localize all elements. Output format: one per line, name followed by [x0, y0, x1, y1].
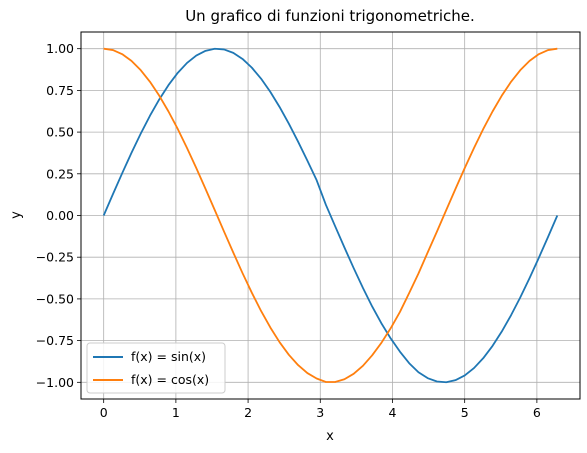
plot-lines: [102, 47, 559, 384]
y-tick-label: −0.25: [36, 250, 74, 265]
legend: f(x) = sin(x) f(x) = cos(x): [86, 342, 226, 394]
sin-series-line: [102, 47, 559, 384]
y-axis-label: y: [9, 211, 24, 219]
x-axis-label: x: [326, 429, 334, 444]
x-tick-label: 0: [100, 405, 108, 420]
x-tick-label: 3: [316, 405, 324, 420]
y-tick-label: 0.75: [46, 83, 74, 98]
y-tick-label: 0.00: [46, 208, 74, 223]
cos-series-line: [103, 47, 558, 383]
y-tick-label: −0.50: [36, 291, 74, 306]
chart-title: Un grafico di funzioni trigonometriche.: [185, 7, 475, 25]
x-tick-label: 1: [172, 405, 180, 420]
x-tick-label: 6: [533, 405, 541, 420]
y-tick-label: 1.00: [46, 41, 74, 56]
x-tick-label: 4: [389, 405, 397, 420]
legend-label-sin: f(x) = sin(x): [131, 349, 206, 364]
y-tick-label: −1.00: [36, 375, 74, 390]
x-tick-label: 2: [244, 405, 252, 420]
y-tick-label: −0.75: [36, 333, 74, 348]
x-tick-label: 5: [461, 405, 469, 420]
axis-ticks: 0 1 2 3 4 5 6 1.00 0.75 0.50 0.25 0.00 −0.25 −0.50 −0.…: [36, 41, 541, 420]
y-tick-label: 0.25: [46, 166, 74, 181]
legend-label-cos: f(x) = cos(x): [131, 372, 209, 387]
y-tick-label: 0.50: [46, 125, 74, 140]
